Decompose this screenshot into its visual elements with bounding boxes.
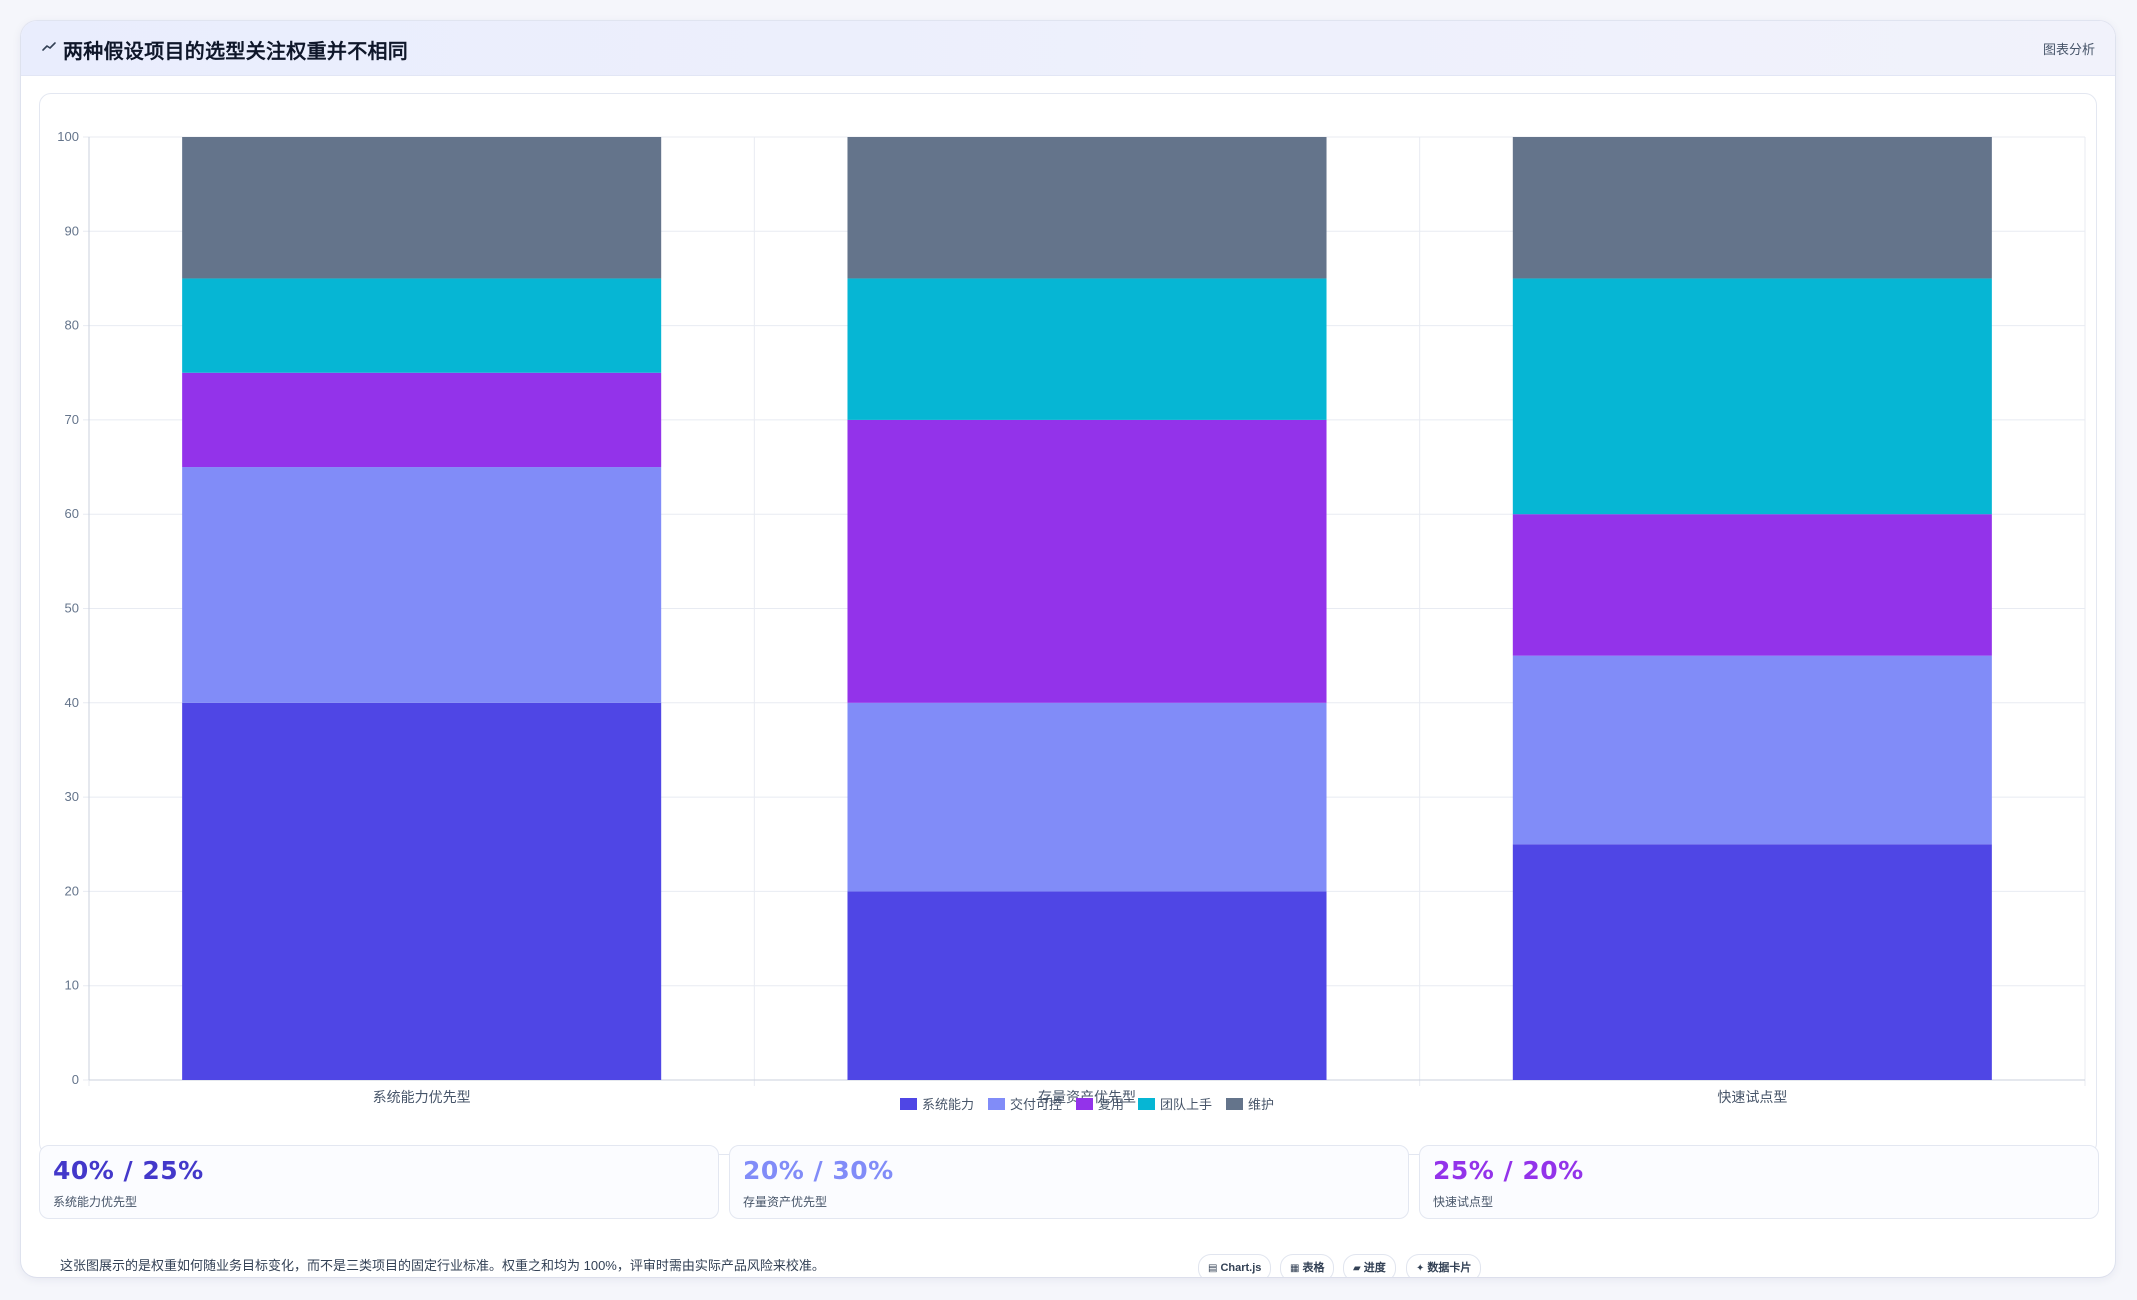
stat-card-legacy: 20% / 30% 存量资产优先型 xyxy=(729,1145,1409,1219)
legend-label: 复用 xyxy=(1098,1097,1124,1112)
bar-segment xyxy=(847,702,1327,892)
y-tick-label: 40 xyxy=(65,695,79,710)
y-tick-label: 10 xyxy=(65,978,79,993)
legend-label: 维护 xyxy=(1248,1097,1274,1112)
bar-segment xyxy=(182,372,662,468)
stat-label: 存量资产优先型 xyxy=(743,1195,828,1209)
y-tick-label: 60 xyxy=(65,506,79,521)
chip-label: Chart.js xyxy=(1220,1262,1262,1274)
bar-segment xyxy=(847,137,1327,279)
stacked-bar-chart: 0 10 20 30 40 50 60 70 80 90 100 系统能力优先型 存量资产优先型 快速试点… xyxy=(57,129,2086,1112)
legend-swatch xyxy=(988,1098,1005,1110)
y-tick-label: 80 xyxy=(65,318,79,333)
stat-value: 25% / 20% xyxy=(1433,1156,1584,1185)
y-tick-label: 50 xyxy=(65,601,79,616)
chip-chartjs[interactable]: ▤ Chart.js xyxy=(1198,1254,1272,1277)
chart-analysis-tag[interactable]: 图表分析 xyxy=(2042,42,2095,57)
page-title: 两种假设项目的选型关注权重并不相同 xyxy=(63,41,409,63)
stat-value: 40% / 25% xyxy=(53,1156,204,1185)
bar-segment xyxy=(1512,655,1992,845)
legend-label: 团队上手 xyxy=(1160,1097,1212,1112)
legend-label: 系统能力 xyxy=(922,1097,974,1112)
stat-label: 系统能力优先型 xyxy=(53,1195,138,1209)
x-tick-label: 系统能力优先型 xyxy=(373,1089,471,1105)
bar-segment xyxy=(1512,137,1992,279)
y-tick-label: 100 xyxy=(57,129,79,144)
chip-label: 数据卡片 xyxy=(1427,1262,1472,1274)
progress-icon: ▰ xyxy=(1353,1263,1361,1274)
chip-data-card[interactable]: ✦ 数据卡片 xyxy=(1406,1254,1482,1277)
chip-table[interactable]: ▦ 表格 xyxy=(1280,1254,1335,1277)
stat-card-system: 40% / 25% 系统能力优先型 xyxy=(39,1145,719,1219)
bar-segment xyxy=(1512,278,1992,515)
y-tick-label: 0 xyxy=(72,1072,79,1087)
chip-label: 表格 xyxy=(1302,1262,1325,1274)
sparkle-icon: ✦ xyxy=(1416,1263,1425,1274)
stat-value: 20% / 30% xyxy=(743,1156,894,1185)
stat-card-pilot: 25% / 20% 快速试点型 xyxy=(1419,1145,2099,1219)
legend-swatch xyxy=(900,1098,917,1110)
legend-swatch xyxy=(1076,1098,1093,1110)
bar-segment xyxy=(182,702,662,1080)
y-tick-label: 70 xyxy=(65,412,79,427)
stat-cards: 40% / 25% 系统能力优先型 20% / 30% 存量资产优先型 25% … xyxy=(39,1145,2099,1219)
bar-segment xyxy=(182,467,662,703)
stat-label: 快速试点型 xyxy=(1433,1195,1494,1209)
table-icon: ▦ xyxy=(1290,1263,1300,1274)
x-tick-label: 存量资产优先型 xyxy=(1038,1089,1136,1105)
y-tick-label: 90 xyxy=(65,223,79,238)
bar-segment xyxy=(847,891,1327,1080)
y-tick-label: 20 xyxy=(65,883,79,898)
legend-swatch xyxy=(1138,1098,1155,1110)
chart-icon: ▤ xyxy=(1208,1263,1218,1274)
chip-progress[interactable]: ▰ 进度 xyxy=(1343,1254,1396,1277)
bar-segment xyxy=(1512,844,1992,1080)
chart-panel: 0 10 20 30 40 50 60 70 80 90 100 系统能力优先型 存量资产优先型 快速试点… xyxy=(39,93,2097,1155)
chip-label: 进度 xyxy=(1363,1262,1386,1274)
bar-segment xyxy=(182,278,662,373)
bar-segment xyxy=(847,419,1327,703)
chart-card: 两种假设项目的选型关注权重并不相同 图表分析 0 10 20 30 40 50 60 70 80… xyxy=(21,21,2115,1277)
card-header: 两种假设项目的选型关注权重并不相同 图表分析 xyxy=(21,21,2115,76)
bar-segment xyxy=(1512,514,1992,656)
legend-swatch xyxy=(1226,1098,1243,1110)
x-tick-label: 快速试点型 xyxy=(1717,1089,1787,1105)
trend-line-icon xyxy=(42,42,56,51)
bar-segment xyxy=(182,137,662,279)
footnote: 这张图展示的是权重如何随业务目标变化，而不是三类项目的固定行业标准。权重之和均为… xyxy=(60,1258,825,1273)
legend-label: 交付可控 xyxy=(1010,1097,1062,1112)
bar-segment xyxy=(847,278,1327,420)
y-tick-label: 30 xyxy=(65,789,79,804)
